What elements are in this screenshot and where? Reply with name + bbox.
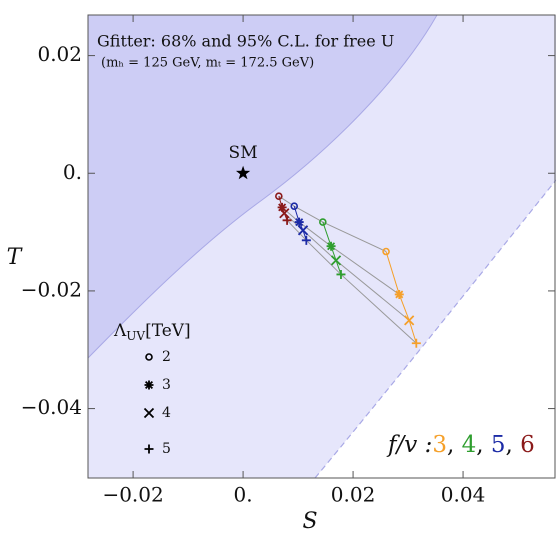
y-axis-label: T xyxy=(7,245,24,270)
legend-label: 4 xyxy=(162,405,171,421)
legend-marker xyxy=(143,407,155,419)
x-tick-label: 0. xyxy=(234,483,253,507)
x-tick-label: 0.02 xyxy=(331,483,376,507)
point xyxy=(326,241,336,251)
legend-entry: 4 xyxy=(462,432,477,458)
legend-entry: 6 xyxy=(520,432,535,458)
legend-marker xyxy=(144,444,154,454)
connector-line xyxy=(278,195,387,252)
point xyxy=(294,217,304,227)
series-line xyxy=(322,221,342,275)
point xyxy=(277,202,287,212)
legend-marker xyxy=(144,380,154,390)
point xyxy=(282,215,292,225)
x-tick-label: 0.04 xyxy=(441,483,486,507)
legend-separator: , xyxy=(476,432,491,458)
legend-unit: [TeV] xyxy=(145,321,191,341)
point xyxy=(297,225,309,236)
chart-subtitle: (mₕ = 125 GeV, mₜ = 172.5 GeV) xyxy=(101,56,314,71)
series-line xyxy=(385,251,417,344)
legend-entry: 3 xyxy=(432,432,447,458)
region-95-boundary xyxy=(314,179,556,479)
series-legend-label: f/v : xyxy=(386,432,432,458)
point xyxy=(301,235,311,245)
point xyxy=(330,255,342,266)
y-tick-label: 0. xyxy=(63,160,82,184)
legend-entry: 5 xyxy=(491,432,506,458)
y-tick-label: 0.02 xyxy=(37,42,82,66)
legend-separator: , xyxy=(447,432,462,458)
chart-title: Gfitter: 68% and 95% C.L. for free U xyxy=(97,32,394,51)
legend-marker xyxy=(145,353,153,361)
series-legend: f/v :3, 4, 5, 6 xyxy=(386,432,535,458)
y-tick-label: −0.04 xyxy=(21,395,82,419)
legend-label: 2 xyxy=(162,349,171,365)
point xyxy=(411,338,421,348)
point xyxy=(290,202,299,211)
marker-legend-title: ΛUV[TeV] xyxy=(113,321,191,343)
sm-label: SM xyxy=(229,143,258,163)
sm-point xyxy=(236,165,251,180)
point xyxy=(404,315,415,326)
point xyxy=(394,289,404,299)
region-68 xyxy=(87,14,438,360)
point xyxy=(336,269,346,279)
connector-line xyxy=(286,219,417,344)
excluded-region xyxy=(315,180,556,478)
y-tick-label: −0.02 xyxy=(21,277,82,301)
x-axis-label: S xyxy=(302,509,317,534)
point xyxy=(319,218,327,226)
point xyxy=(382,247,390,256)
legend-label: 5 xyxy=(162,441,171,457)
connector-line xyxy=(283,212,410,321)
legend-label: 3 xyxy=(162,377,171,393)
legend-symbol: Λ xyxy=(113,321,127,341)
legend-sub: UV xyxy=(126,329,145,343)
connector-line xyxy=(281,206,400,295)
legend-separator: , xyxy=(506,432,521,458)
frame xyxy=(87,14,556,479)
series-line xyxy=(293,206,307,241)
point xyxy=(275,192,283,200)
x-tick-label: −0.02 xyxy=(102,483,163,507)
series-line xyxy=(278,196,288,221)
